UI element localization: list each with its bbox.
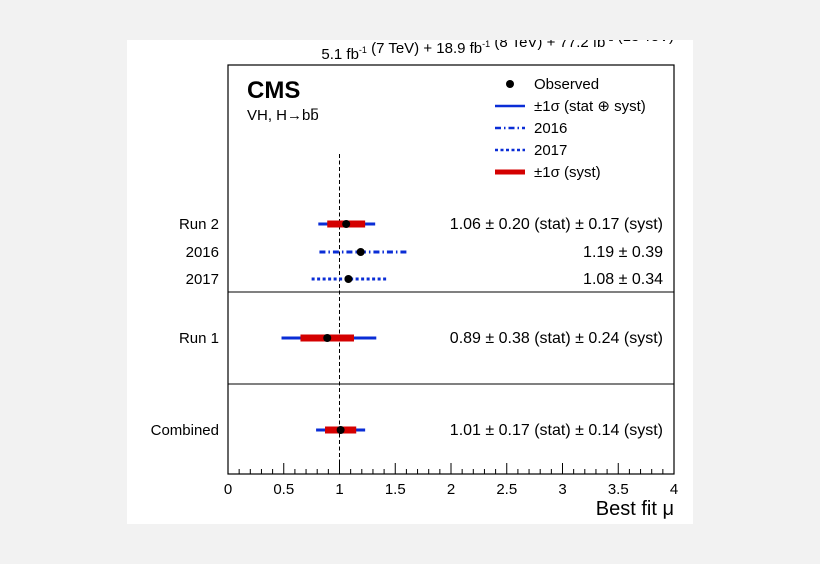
x-tick-label-8: 4 [670,481,678,498]
luminosity-header: 5.1 fb-1 (7 TeV) + 18.9 fb-1 (8 TeV) + 7… [321,40,674,63]
row-annotation: 1.19 ± 0.39 [583,244,663,261]
row-annotation: 1.01 ± 0.17 (stat) ± 0.14 (syst) [450,422,663,439]
legend-label-2: 2016 [534,120,567,137]
x-tick-label-3: 1.5 [385,481,406,498]
process-label: VH, H→bb [247,107,319,124]
chart-svg: 5.1 fb-1 (7 TeV) + 18.9 fb-1 (8 TeV) + 7… [151,40,679,520]
x-tick-label-4: 2 [447,481,455,498]
legend-marker-observed [506,80,514,88]
row-label: Combined [151,422,219,439]
measurement-rows: Run 2 1.06 ± 0.20 (stat) ± 0.17 (syst) 201… [151,216,663,439]
x-tick-label-7: 3.5 [608,481,629,498]
row-annotation: 0.89 ± 0.38 (stat) ± 0.24 (syst) [450,330,663,347]
legend-label-4: ±1σ (syst) [534,164,601,181]
row-annotation: 1.08 ± 0.34 [583,271,663,288]
row-combined: Combined 1.01 ± 0.17 (stat) ± 0.14 (syst) [151,422,663,439]
lumi-part-3: (13 TeV) [613,40,674,45]
legend-label-1: ±1σ (stat ⊕ syst) [534,98,646,115]
observed-marker [323,334,332,342]
row-run-1: Run 1 0.89 ± 0.38 (stat) ± 0.24 (syst) [179,330,663,347]
observed-marker [342,220,351,228]
x-tick-label-6: 3 [558,481,566,498]
legend-label-3: 2017 [534,142,567,159]
row-annotation: 1.06 ± 0.20 (stat) ± 0.17 (syst) [450,216,663,233]
lumi-sup-2: -1 [605,40,613,43]
row-label: Run 2 [179,216,219,233]
x-axis: 0 0.5 1 1.5 2 2.5 3 3.5 4 [224,463,678,498]
chart-panel: 5.1 fb-1 (7 TeV) + 18.9 fb-1 (8 TeV) + 7… [127,40,693,524]
row-run-2: Run 2 1.06 ± 0.20 (stat) ± 0.17 (syst) [179,216,663,233]
group-separators [228,291,674,385]
lumi-sup-1: -1 [482,40,490,49]
row-2017: 2017 1.08 ± 0.34 [186,271,663,288]
experiment-label: CMS [247,77,300,104]
x-axis-title: Best fit μ [596,498,674,520]
lumi-part-1: (7 TeV) + 18.9 fb [367,40,482,57]
lumi-part-2: (8 TeV) + 77.2 fb [490,40,605,51]
legend-label-0: Observed [534,76,599,93]
x-tick-label-0: 0 [224,481,232,498]
observed-marker [356,248,365,256]
observed-marker [336,426,345,434]
plot-frame [227,64,675,475]
x-tick-label-5: 2.5 [496,481,517,498]
row-label: 2016 [186,244,219,261]
x-tick-label-2: 1 [335,481,343,498]
observed-marker [344,275,353,283]
row-2016: 2016 1.19 ± 0.39 [186,244,663,261]
lumi-part-0: 5.1 fb [321,46,359,63]
lumi-sup-0: -1 [359,45,367,55]
legend: Observed ±1σ (stat ⊕ syst) 2016 2017 ±1σ (sy… [495,76,646,181]
row-label: 2017 [186,271,219,288]
row-label: Run 1 [179,330,219,347]
x-tick-label-1: 0.5 [273,481,294,498]
